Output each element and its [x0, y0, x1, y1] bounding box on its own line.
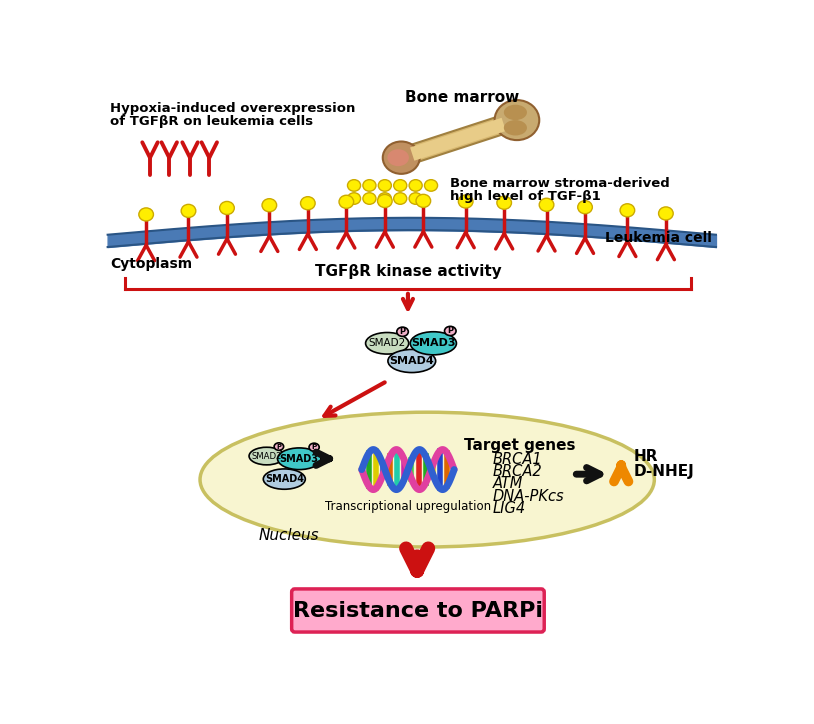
Ellipse shape	[348, 180, 361, 191]
Ellipse shape	[278, 448, 321, 470]
Ellipse shape	[444, 327, 456, 336]
Ellipse shape	[394, 193, 407, 204]
Ellipse shape	[379, 193, 392, 204]
Ellipse shape	[578, 201, 593, 214]
Ellipse shape	[379, 180, 392, 191]
Ellipse shape	[620, 203, 635, 217]
Ellipse shape	[262, 198, 277, 211]
Ellipse shape	[424, 180, 438, 191]
Ellipse shape	[394, 180, 407, 191]
Text: Leukemia cell: Leukemia cell	[606, 231, 712, 245]
Text: Target genes: Target genes	[464, 438, 575, 453]
Ellipse shape	[504, 120, 527, 135]
Ellipse shape	[383, 141, 420, 174]
Text: Bone marrow: Bone marrow	[405, 90, 519, 105]
Ellipse shape	[339, 195, 353, 209]
Text: P: P	[312, 445, 317, 450]
Text: Bone marrow stroma-derived: Bone marrow stroma-derived	[450, 177, 670, 190]
Ellipse shape	[409, 193, 422, 204]
Text: P: P	[400, 327, 405, 336]
Text: BRCA1: BRCA1	[492, 452, 542, 467]
Text: Cytoplasm: Cytoplasm	[110, 257, 192, 271]
Ellipse shape	[387, 149, 409, 166]
Text: SMAD3: SMAD3	[280, 454, 319, 464]
Ellipse shape	[396, 327, 409, 337]
Text: high level of TGF-β1: high level of TGF-β1	[450, 190, 601, 203]
Text: HR: HR	[633, 449, 658, 464]
Ellipse shape	[363, 193, 376, 204]
Ellipse shape	[300, 197, 315, 210]
Ellipse shape	[416, 194, 431, 207]
Text: SMAD4: SMAD4	[389, 356, 434, 366]
Ellipse shape	[182, 204, 196, 217]
Text: D-NHEJ: D-NHEJ	[633, 464, 694, 479]
Ellipse shape	[495, 100, 539, 140]
Ellipse shape	[200, 412, 654, 547]
Ellipse shape	[410, 332, 457, 355]
Text: SMAD3: SMAD3	[411, 338, 456, 348]
Ellipse shape	[388, 350, 435, 373]
Text: of TGFβR on leukemia cells: of TGFβR on leukemia cells	[110, 114, 313, 127]
Ellipse shape	[348, 193, 361, 204]
Text: SMAD4: SMAD4	[265, 474, 304, 484]
Ellipse shape	[504, 105, 527, 120]
Ellipse shape	[220, 201, 234, 214]
Ellipse shape	[497, 196, 511, 209]
FancyBboxPatch shape	[291, 589, 545, 632]
Ellipse shape	[409, 180, 422, 191]
Text: SMAD2: SMAD2	[369, 338, 405, 348]
Ellipse shape	[363, 180, 376, 191]
Polygon shape	[402, 113, 514, 165]
Ellipse shape	[274, 443, 283, 450]
Text: SMAD2: SMAD2	[252, 452, 282, 460]
Text: BRCA2: BRCA2	[492, 464, 542, 479]
Text: Hypoxia-induced overexpression: Hypoxia-induced overexpression	[110, 102, 356, 115]
Ellipse shape	[458, 195, 473, 208]
Text: Nucleus: Nucleus	[258, 528, 319, 542]
Text: Transcriptional upregulation: Transcriptional upregulation	[325, 500, 491, 513]
Text: ATM: ATM	[492, 476, 523, 492]
Text: P: P	[447, 327, 453, 335]
Text: TGFβR kinase activity: TGFβR kinase activity	[314, 264, 501, 279]
Ellipse shape	[139, 208, 154, 221]
Polygon shape	[410, 118, 505, 161]
Ellipse shape	[309, 443, 319, 451]
Ellipse shape	[365, 332, 409, 354]
Text: P: P	[277, 444, 282, 450]
Ellipse shape	[263, 469, 305, 489]
Text: Resistance to PARPi: Resistance to PARPi	[293, 601, 543, 621]
Text: DNA-PKcs: DNA-PKcs	[492, 489, 564, 504]
Ellipse shape	[249, 447, 284, 465]
Ellipse shape	[378, 195, 392, 208]
Ellipse shape	[659, 207, 673, 220]
Text: LIG4: LIG4	[492, 501, 526, 516]
Ellipse shape	[539, 198, 554, 211]
